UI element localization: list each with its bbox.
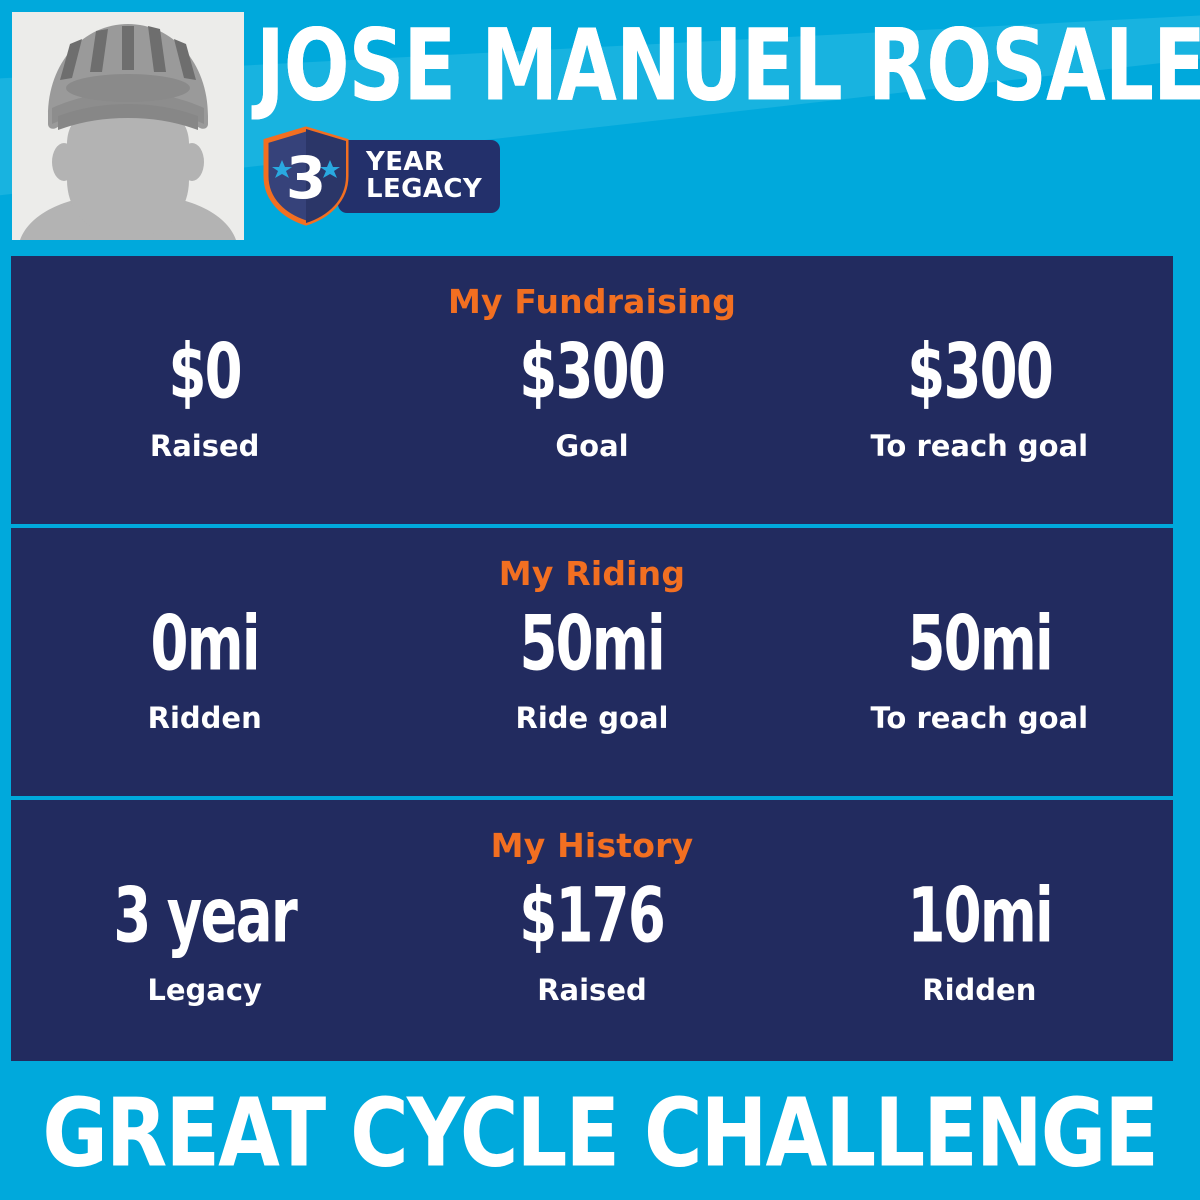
stat-history-raised: $176 Raised <box>398 871 785 1008</box>
page-title: JOSE MANUEL ROSALES <box>256 7 1200 123</box>
section-title-riding: My Riding <box>498 554 686 593</box>
section-title-history: My History <box>490 826 694 865</box>
stat-goal: $300 Goal <box>398 327 785 464</box>
stats-panel: My Fundraising $0 Raised $300 Goal $300 … <box>11 256 1173 1061</box>
stat-value: 3 year <box>113 870 297 960</box>
stats-row-riding: 0mi Ridden 50mi Ride goal 50mi To reach … <box>11 599 1173 736</box>
stat-history-ridden: 10mi Ridden <box>786 871 1173 1008</box>
header-text-block: JOSE MANUEL ROSALES <box>256 0 1200 123</box>
stats-row-history: 3 year Legacy $176 Raised 10mi Ridden <box>11 871 1173 1008</box>
stat-ridden: 0mi Ridden <box>11 599 398 736</box>
stat-label: Legacy <box>147 973 262 1007</box>
section-fundraising: My Fundraising $0 Raised $300 Goal $300 … <box>11 256 1173 524</box>
stat-value: $0 <box>168 326 242 416</box>
stat-label: To reach goal <box>870 429 1089 463</box>
legacy-tag-line1: YEAR <box>366 146 445 177</box>
badge-number: 3 <box>286 144 326 212</box>
cyclist-placeholder-icon <box>12 12 244 240</box>
section-title-fundraising: My Fundraising <box>447 282 737 321</box>
legacy-tag: YEAR LEGACY <box>338 139 501 213</box>
stat-value: 50mi <box>519 598 666 688</box>
shield-icon: 3 <box>260 126 352 226</box>
stat-value: $300 <box>519 326 667 416</box>
stat-ride-to-reach-goal: 50mi To reach goal <box>786 599 1173 736</box>
stat-raised: $0 Raised <box>11 327 398 464</box>
stat-value: 50mi <box>907 598 1053 688</box>
stats-row-fundraising: $0 Raised $300 Goal $300 To reach goal <box>11 327 1173 464</box>
stat-label: Ridden <box>922 973 1037 1007</box>
stat-label: Raised <box>537 973 647 1007</box>
legacy-badge: 3 YEAR LEGACY <box>260 126 501 226</box>
stat-label: Ride goal <box>515 701 669 735</box>
stat-label: Goal <box>555 429 629 463</box>
footer-brand-bar: GREAT CYCLE CHALLENGE <box>0 1065 1200 1200</box>
stat-value: $176 <box>519 870 667 960</box>
stat-label: Raised <box>149 429 260 463</box>
avatar <box>12 12 244 240</box>
stat-label: To reach goal <box>870 701 1089 735</box>
card-header: JOSE MANUEL ROSALES 3 YEAR LEGACY <box>0 0 1200 252</box>
stat-value: 0mi <box>150 598 261 688</box>
stat-label: Ridden <box>147 701 262 735</box>
stat-ride-goal: 50mi Ride goal <box>398 599 785 736</box>
stat-to-reach-goal: $300 To reach goal <box>786 327 1173 464</box>
section-history: My History 3 year Legacy $176 Raised 10m… <box>11 796 1173 1053</box>
brand-wordmark: GREAT CYCLE CHALLENGE <box>42 1077 1160 1188</box>
section-riding: My Riding 0mi Ridden 50mi Ride goal 50mi… <box>11 524 1173 796</box>
legacy-tag-line2: LEGACY <box>366 173 483 204</box>
stat-legacy: 3 year Legacy <box>11 871 398 1008</box>
stat-value: 10mi <box>907 870 1053 960</box>
stat-value: $300 <box>906 326 1054 416</box>
